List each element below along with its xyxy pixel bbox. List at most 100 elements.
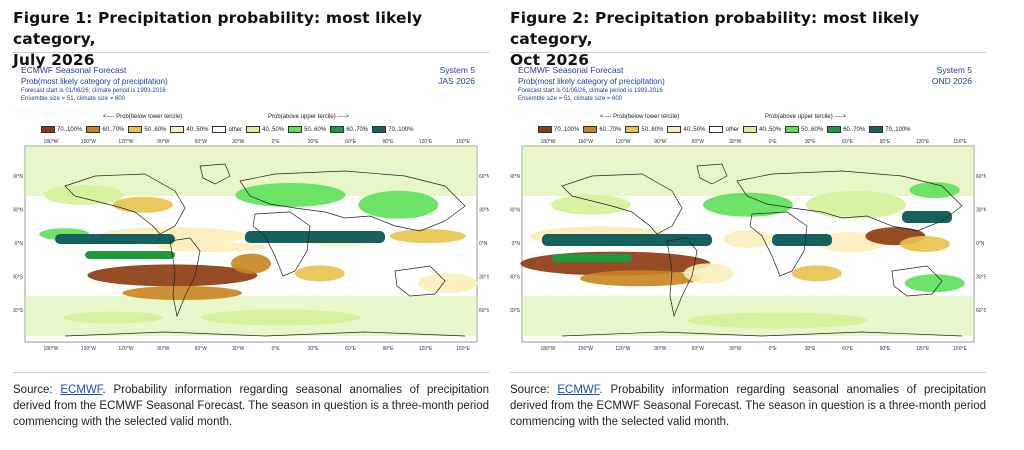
longitude-label: 150°W bbox=[81, 346, 96, 352]
longitude-label: 150°W bbox=[81, 139, 96, 145]
longitude-label: 120°W bbox=[615, 139, 630, 145]
longitude-label: 120°W bbox=[118, 346, 133, 352]
longitude-label: 60°E bbox=[842, 139, 854, 145]
longitude-label: 30°E bbox=[308, 139, 320, 145]
latitude-label: 30°N bbox=[13, 208, 23, 214]
coastline bbox=[736, 170, 963, 232]
legend-label: 70..100% bbox=[885, 126, 911, 133]
probability-area bbox=[55, 234, 175, 244]
above-tercile-label: Prob(above upper tercile) ----> bbox=[268, 114, 349, 120]
legend-swatch bbox=[212, 126, 227, 133]
latitude-label: 0°N bbox=[512, 241, 521, 247]
probability-area bbox=[899, 236, 950, 252]
legend-swatch bbox=[785, 126, 800, 133]
longitude-label: 60°E bbox=[345, 139, 357, 145]
probability-area bbox=[200, 309, 361, 326]
legend-label: 70..100% bbox=[57, 126, 83, 133]
probability-area bbox=[703, 192, 793, 217]
longitude-label: 90°E bbox=[383, 346, 395, 352]
probability-area bbox=[245, 231, 385, 243]
map-header: ECMWF Seasonal Forecast Prob(most likely… bbox=[21, 65, 168, 103]
map-header-line: ECMWF Seasonal Forecast bbox=[518, 65, 624, 75]
legend-swatch bbox=[709, 126, 724, 133]
map-header-line: ECMWF Seasonal Forecast bbox=[21, 65, 127, 75]
longitude-label: 150°E bbox=[953, 346, 967, 352]
probability-area bbox=[550, 194, 631, 215]
latitude-label: 60°S bbox=[976, 308, 986, 314]
legend-item: 50..60% bbox=[785, 126, 823, 133]
legend-swatch bbox=[288, 126, 303, 133]
longitude-label: 120°E bbox=[916, 346, 930, 352]
below-tercile-label: <---- Prob(below lower tercile) bbox=[600, 114, 680, 120]
probability-area bbox=[791, 265, 842, 282]
longitude-label: 120°W bbox=[615, 346, 630, 352]
coastline bbox=[891, 265, 943, 297]
legend-label: 50..60% bbox=[144, 126, 167, 133]
season-label: JAS 2026 bbox=[438, 76, 475, 86]
legend-swatch bbox=[86, 126, 101, 133]
field-band bbox=[522, 146, 974, 196]
legend-swatch bbox=[667, 126, 682, 133]
legend-swatch bbox=[372, 126, 387, 133]
divider bbox=[13, 372, 489, 373]
legend-swatch bbox=[330, 126, 345, 133]
probability-area bbox=[723, 230, 773, 249]
legend-label: 70..100% bbox=[554, 126, 580, 133]
longitude-label: 180°W bbox=[43, 346, 58, 352]
longitude-label: 180°W bbox=[540, 139, 555, 145]
longitude-label: 120°E bbox=[419, 346, 433, 352]
latitude-label: 0°N bbox=[479, 241, 488, 247]
system-name: System 5 bbox=[439, 65, 475, 75]
caption-prefix: Source: bbox=[510, 384, 558, 396]
forecast-map-image: ECMWF Seasonal Forecast Prob(most likely… bbox=[13, 56, 489, 368]
probability-area bbox=[358, 190, 439, 219]
legend-item: 50..60% bbox=[625, 126, 663, 133]
below-tercile-label: <---- Prob(below lower tercile) bbox=[103, 114, 183, 120]
season-label: OND 2026 bbox=[931, 76, 972, 86]
legend-item: 70..100% bbox=[538, 126, 579, 133]
above-tercile-label: Prob(above upper tercile) ----> bbox=[765, 114, 846, 120]
coastline bbox=[749, 211, 808, 277]
longitude-label: 90°W bbox=[654, 139, 667, 145]
longitude-label: 30°E bbox=[805, 139, 817, 145]
probability-area bbox=[389, 229, 466, 244]
legend-label: 40..50% bbox=[683, 126, 706, 133]
figure-title-line1: Figure 2: Precipitation probability: mos… bbox=[510, 9, 920, 48]
map-header-line: Prob(most likely category of precipitati… bbox=[21, 77, 168, 86]
longitude-label: 90°E bbox=[880, 139, 892, 145]
latitude-label: 60°S bbox=[510, 308, 521, 314]
map-field bbox=[24, 145, 478, 343]
coastline bbox=[64, 331, 466, 337]
ecmwf-source-link[interactable]: ECMWF bbox=[60, 384, 103, 396]
longitude-label: 0°E bbox=[272, 346, 281, 352]
probability-area bbox=[579, 270, 700, 287]
figure-title: Figure 2: Precipitation probability: mos… bbox=[510, 8, 986, 71]
longitude-label: 30°E bbox=[308, 346, 320, 352]
legend-swatch bbox=[41, 126, 55, 133]
longitude-label: 120°W bbox=[118, 139, 133, 145]
longitude-label: 60°W bbox=[195, 139, 208, 145]
figure-title-line2: Oct 2026 bbox=[510, 51, 590, 69]
longitude-label: 150°W bbox=[578, 346, 593, 352]
probability-area bbox=[902, 211, 952, 223]
legend-item: other bbox=[709, 126, 739, 133]
longitude-label: 0°E bbox=[769, 346, 778, 352]
legend-swatch bbox=[743, 126, 758, 133]
legend-label: 70..100% bbox=[388, 126, 414, 133]
probability-area bbox=[552, 254, 632, 262]
legend-label: other bbox=[725, 126, 740, 133]
probability-area bbox=[687, 312, 868, 329]
longitude-label: 180°W bbox=[540, 346, 555, 352]
legend-label: 50..60% bbox=[641, 126, 664, 133]
longitude-label: 0°E bbox=[272, 139, 281, 145]
legend-item: 70..100% bbox=[869, 126, 911, 133]
caption-text: . Probability information regarding seas… bbox=[13, 384, 489, 428]
longitude-label: 120°E bbox=[419, 139, 433, 145]
probability-area bbox=[683, 263, 734, 284]
longitude-label: 150°W bbox=[578, 139, 593, 145]
map-system-label: System 5 JAS 2026 bbox=[438, 65, 475, 87]
ecmwf-source-link[interactable]: ECMWF bbox=[557, 384, 600, 396]
probability-area bbox=[772, 234, 832, 246]
probability-area bbox=[235, 183, 346, 207]
map-header-line: Forecast start is 01/06/26, climate peri… bbox=[518, 88, 663, 94]
